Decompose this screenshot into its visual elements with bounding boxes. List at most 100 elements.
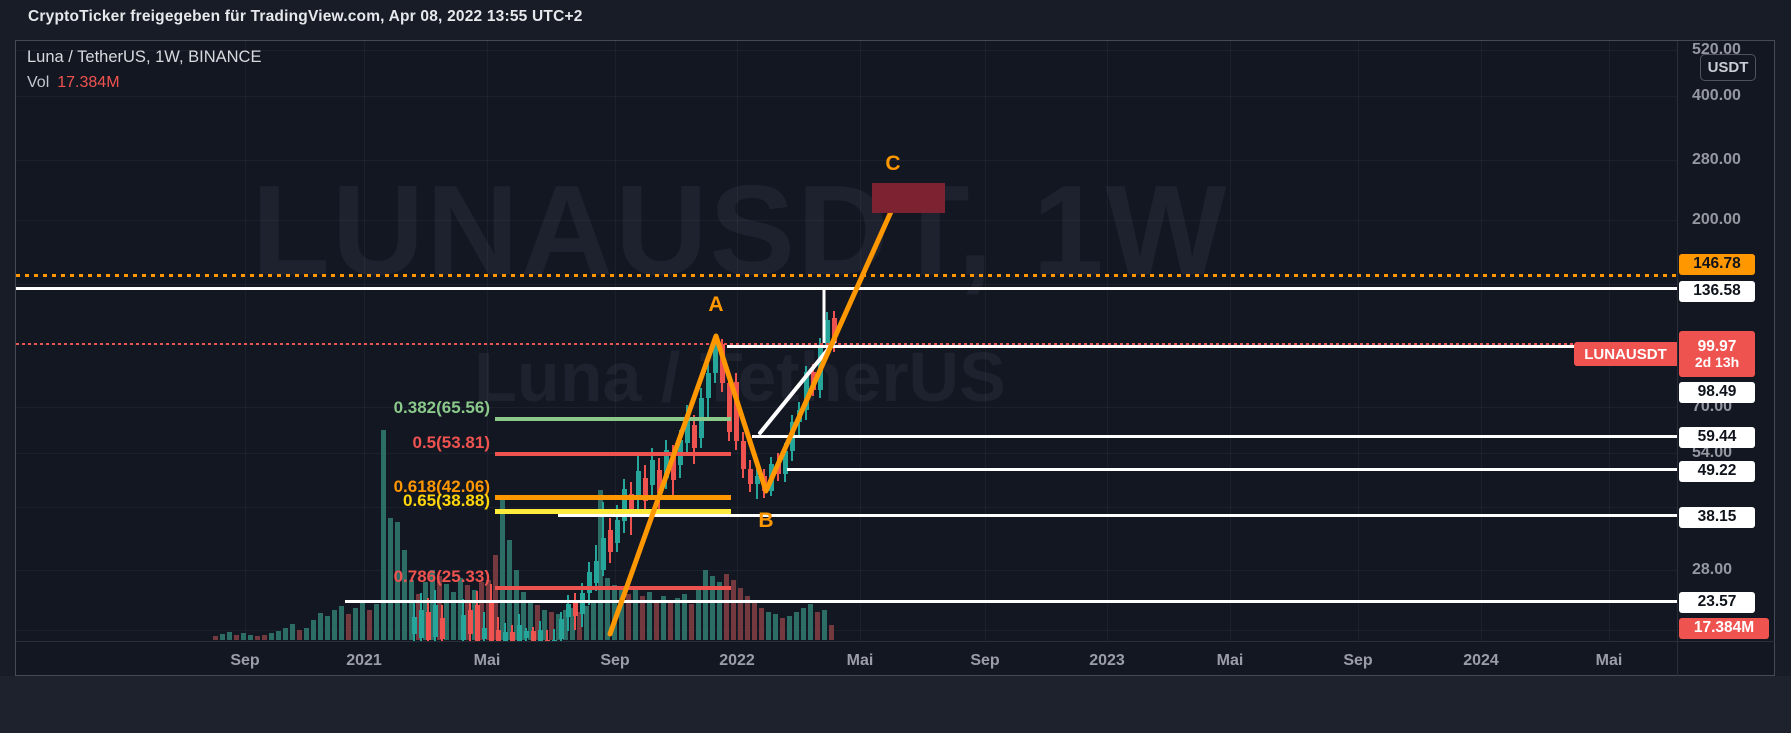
candle-body bbox=[670, 454, 676, 480]
volume-bar bbox=[220, 634, 225, 640]
candle-body bbox=[411, 617, 417, 634]
candle-body bbox=[600, 537, 606, 570]
price-line-38.15[interactable] bbox=[558, 513, 1677, 517]
candle-body bbox=[719, 343, 725, 384]
volume-bar bbox=[731, 580, 736, 640]
candle-body bbox=[649, 459, 655, 486]
grid-vline bbox=[860, 41, 861, 641]
volume-bar bbox=[353, 608, 358, 640]
volume-label: Vol bbox=[27, 73, 50, 91]
grid-vline bbox=[985, 41, 986, 641]
grid-hline bbox=[16, 453, 1677, 454]
candle-wick bbox=[546, 630, 548, 641]
candle-body bbox=[705, 372, 711, 399]
time-axis-label: Sep bbox=[230, 652, 260, 669]
volume-bar bbox=[213, 636, 218, 640]
price-axis-label: 280.00 bbox=[1692, 151, 1741, 168]
volume-bar bbox=[430, 570, 435, 640]
volume-bar bbox=[584, 606, 589, 640]
grid-hline bbox=[16, 220, 1677, 221]
grid-hline bbox=[16, 284, 1677, 285]
symbol-description[interactable]: Luna / TetherUS, 1W, BINANCE bbox=[27, 48, 262, 66]
volume-bar bbox=[318, 613, 323, 640]
badge-value: 17.384M bbox=[1693, 619, 1755, 637]
volume-bar bbox=[346, 614, 351, 640]
volume-bar bbox=[444, 584, 449, 640]
candle-body bbox=[810, 371, 816, 390]
price-badge-59.44: 59.44 bbox=[1679, 426, 1755, 448]
volume-bar bbox=[794, 612, 799, 640]
candle-body bbox=[768, 463, 774, 491]
candle-body bbox=[439, 618, 445, 640]
price-axis-label: 28.00 bbox=[1692, 561, 1733, 578]
candle-wick bbox=[483, 611, 485, 641]
attribution-bar: CryptoTicker freigegeben für TradingView… bbox=[0, 0, 1791, 34]
volume-bar bbox=[402, 550, 407, 640]
candle-body bbox=[614, 520, 620, 543]
candle-body bbox=[747, 468, 753, 484]
volume-bar bbox=[619, 590, 624, 640]
fib-level-line[interactable] bbox=[495, 586, 731, 591]
fib-level-line[interactable] bbox=[495, 495, 731, 501]
price-line-98.49[interactable] bbox=[727, 344, 1677, 348]
grid-vline bbox=[737, 41, 738, 641]
fib-level-label: 0.5(53.81) bbox=[412, 433, 491, 452]
volume-bar bbox=[689, 604, 694, 640]
volume-bar bbox=[514, 570, 519, 640]
badge-value: 23.57 bbox=[1697, 593, 1737, 611]
volume-bar bbox=[535, 605, 540, 640]
candle-body bbox=[740, 440, 746, 469]
fib-level-label: 0.786(25.33) bbox=[393, 567, 490, 587]
volume-bar bbox=[717, 582, 722, 640]
price-axis-label: 54.00 bbox=[1692, 444, 1733, 461]
volume-bar bbox=[724, 574, 729, 640]
price-line-23.57[interactable] bbox=[345, 599, 1677, 603]
candle-body bbox=[523, 631, 529, 639]
candle-body bbox=[488, 602, 494, 641]
volume-bar bbox=[521, 592, 526, 640]
chart-legend[interactable]: Luna / TetherUS, 1W, BINANCE Vol 17.384M bbox=[27, 49, 261, 91]
grid-vline bbox=[1609, 41, 1610, 641]
price-axis-label: 400.00 bbox=[1692, 87, 1741, 104]
volume-bar bbox=[563, 610, 568, 640]
candle-body bbox=[467, 610, 473, 634]
candle-body bbox=[796, 409, 802, 422]
price-axis-label: 520.00 bbox=[1692, 41, 1741, 58]
price-line-146.78[interactable] bbox=[16, 273, 1677, 277]
volume-bar bbox=[451, 592, 456, 640]
fib-level-line[interactable] bbox=[495, 452, 731, 456]
fib-level-line[interactable] bbox=[495, 416, 731, 421]
time-axis-label: Mai bbox=[1216, 652, 1244, 669]
candle-body bbox=[530, 631, 536, 641]
price-badge-23.57: 23.57 bbox=[1679, 591, 1755, 613]
badge-countdown: 2d 13h bbox=[1694, 353, 1740, 370]
time-axis-label: 2021 bbox=[346, 652, 382, 669]
fib-level-label: 0.65(38.88) bbox=[403, 490, 490, 510]
price-line-49.22[interactable] bbox=[787, 468, 1677, 472]
grid-hline bbox=[16, 96, 1677, 97]
candle-body bbox=[803, 371, 809, 410]
candle-wick bbox=[497, 617, 499, 641]
time-axis-label: Sep bbox=[970, 652, 1000, 669]
volume-bar bbox=[815, 612, 820, 640]
volume-bar bbox=[339, 606, 344, 640]
volume-bar bbox=[787, 616, 792, 640]
volume-bar bbox=[290, 624, 295, 640]
price-line-136.58[interactable] bbox=[16, 286, 1677, 290]
candle-body bbox=[593, 560, 599, 583]
grid-vline bbox=[1230, 41, 1231, 641]
time-axis-separator bbox=[16, 641, 1775, 642]
volume-bar bbox=[808, 604, 813, 640]
price-line-59.44[interactable] bbox=[752, 434, 1677, 438]
candle-body bbox=[712, 343, 718, 373]
volume-bar bbox=[640, 596, 645, 640]
badge-value: 38.15 bbox=[1697, 508, 1737, 526]
candle-body bbox=[565, 603, 571, 618]
price-badge-38.15: 38.15 bbox=[1679, 506, 1755, 528]
volume-bar bbox=[766, 612, 771, 640]
currency-unit-button[interactable]: USDT bbox=[1700, 54, 1756, 81]
volume-bar bbox=[752, 602, 757, 640]
candle-body bbox=[831, 317, 837, 344]
volume-bar bbox=[528, 600, 533, 640]
volume-bar bbox=[696, 586, 701, 640]
